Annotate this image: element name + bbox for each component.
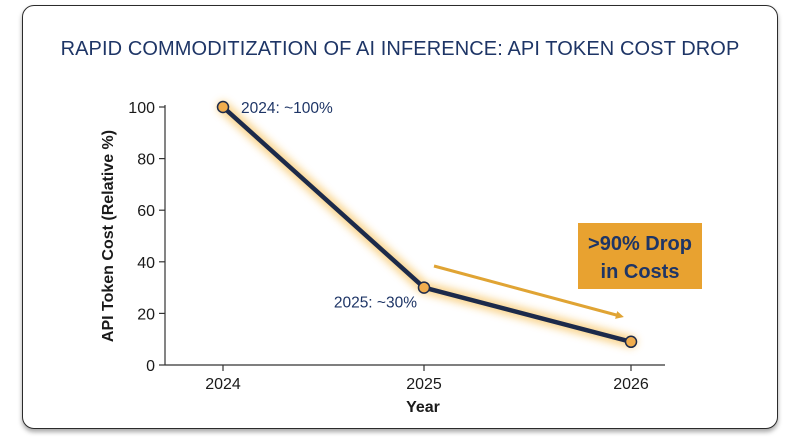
y-tick-label: 100 — [128, 100, 155, 117]
chart-card — [22, 5, 778, 429]
callout-box — [578, 223, 702, 289]
data-point-2025 — [417, 281, 431, 294]
y-tick-label: 0 — [146, 358, 155, 375]
y-axis-label: API Token Cost (Relative %) — [100, 130, 117, 342]
x-axis-label: Year — [406, 399, 440, 416]
series-layer: 2024: ~100% 2025: ~30% — [216, 100, 638, 349]
series-line — [220, 104, 634, 345]
y-tick-label: 80 — [137, 152, 155, 169]
y-tick-label: 40 — [137, 255, 155, 272]
data-point-2024 — [216, 100, 230, 114]
x-tick-label: 2026 — [613, 376, 649, 393]
callout: >90% Drop in Costs — [433, 223, 702, 319]
point-label-2024: 2024: ~100% — [241, 100, 333, 117]
callout-line-2: in Costs — [601, 261, 680, 283]
trend-arrow — [433, 264, 624, 319]
x-tick-label: 2024 — [205, 376, 241, 393]
y-tick-label: 60 — [137, 203, 155, 220]
y-tick-label: 20 — [137, 306, 155, 323]
x-tick-label: 2025 — [406, 376, 442, 393]
axes: 0 20 40 60 80 100 2024 2025 2026 — [128, 100, 665, 393]
callout-line-1: >90% Drop — [588, 233, 692, 255]
chart-title: RAPID COMMODITIZATION OF AI INFERENCE: A… — [61, 38, 740, 60]
data-point-2026 — [624, 335, 638, 349]
series-line-glow — [217, 101, 637, 348]
point-label-2025: 2025: ~30% — [334, 295, 417, 312]
